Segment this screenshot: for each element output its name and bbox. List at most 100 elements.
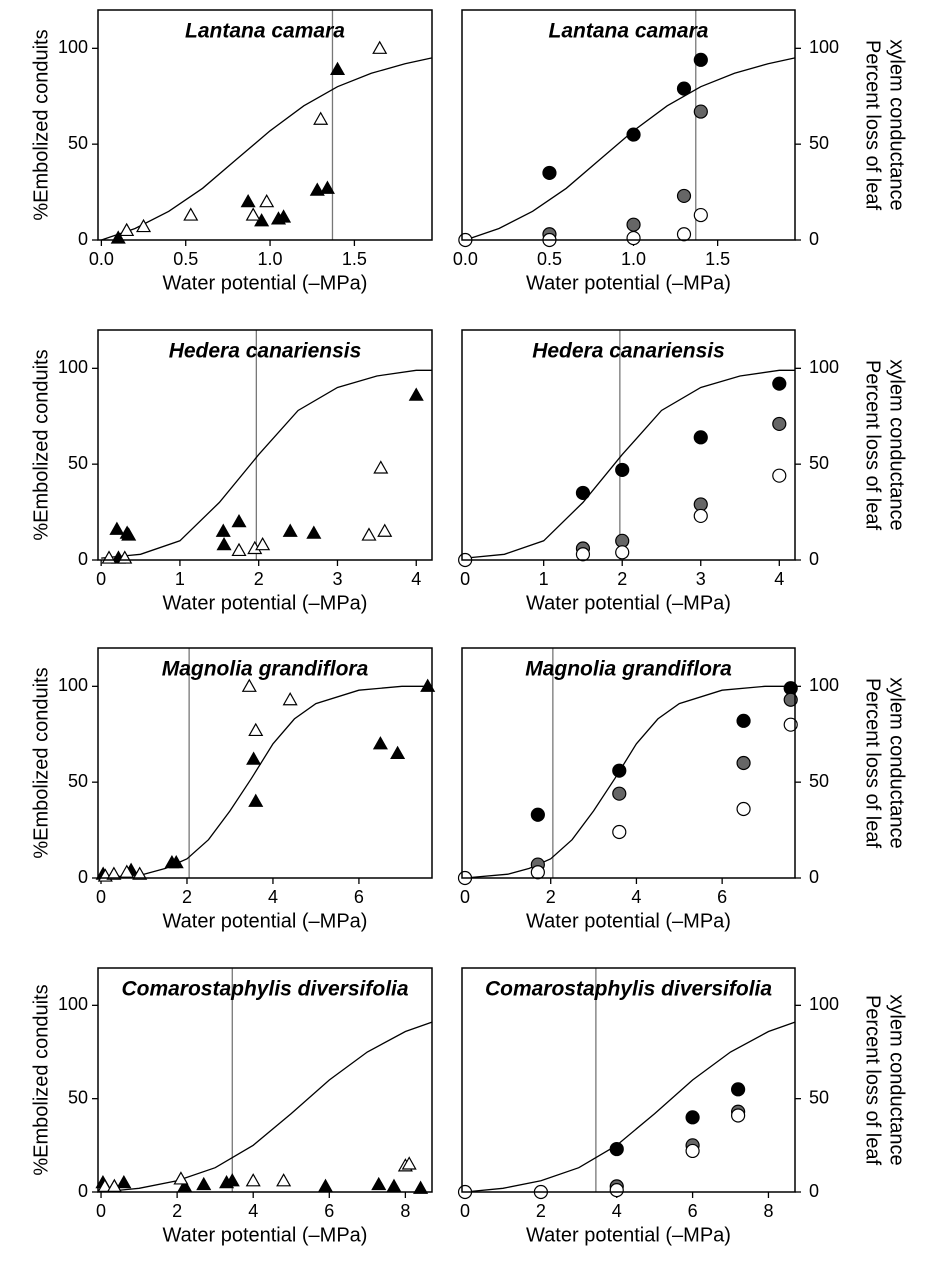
fit-curve	[464, 1021, 796, 1193]
y-tick-label: 100	[58, 994, 88, 1014]
y-tick-label: 0	[78, 229, 88, 249]
triangle-point	[231, 513, 247, 528]
x-tick-label: 3	[332, 569, 342, 589]
x-tick-label: 6	[717, 887, 727, 907]
triangle-point	[248, 793, 264, 807]
panel: 0 1 2 3 4 0 50 100 Water potential (–MPa) Percent…	[458, 329, 908, 614]
triangle-point	[371, 1176, 387, 1191]
y-tick-label: 50	[809, 133, 829, 153]
panel-title: Hedera canariensis	[532, 340, 725, 363]
x-tick-label: 8	[763, 1201, 773, 1221]
triangle-point	[317, 1178, 334, 1193]
panel: 0 1 2 3 4 0 50 100 Water potential (–MPa) %Emboli…	[30, 329, 433, 614]
fit-curve	[101, 57, 433, 241]
circle-point	[731, 1108, 746, 1123]
circle-point	[626, 217, 641, 232]
plot-frame	[461, 967, 796, 1193]
circle-point	[783, 717, 798, 732]
circle-point	[612, 763, 627, 778]
panel-title: Comarostaphylis diversifolia	[121, 978, 408, 1001]
x-tick-label: 8	[400, 1201, 410, 1221]
y-axis-label: Percent loss of leaf	[862, 40, 884, 211]
x-tick-label: 0	[460, 887, 470, 907]
fit-curve	[101, 369, 432, 559]
triangle-point	[240, 193, 256, 208]
y-axis-label: xylem conductance	[886, 994, 908, 1165]
y-axis-label: xylem conductance	[886, 677, 908, 848]
circle-point	[676, 188, 692, 204]
circle-point	[772, 468, 787, 483]
triangle-point	[377, 523, 393, 537]
circle-point	[575, 485, 591, 501]
triangle-point	[173, 1171, 189, 1185]
x-axis-label: Water potential (–MPa)	[163, 910, 368, 932]
x-tick-label: 0	[96, 1201, 106, 1221]
circle-point	[676, 227, 692, 242]
y-tick-label: 100	[809, 357, 839, 377]
y-tick-label: 50	[68, 133, 88, 153]
y-tick-label: 0	[809, 229, 819, 249]
panel-title: Comarostaphylis diversifolia	[485, 978, 772, 1001]
y-axis-label: Percent loss of leaf	[862, 360, 884, 531]
triangle-point	[373, 460, 389, 474]
y-tick-label: 100	[58, 357, 88, 377]
triangle-point	[401, 1156, 417, 1170]
panel-title: Magnolia grandiflora	[162, 658, 369, 681]
y-tick-label: 0	[809, 549, 819, 569]
y-tick-label: 50	[68, 771, 88, 791]
x-tick-label: 1	[175, 569, 185, 589]
panel-title: Magnolia grandiflora	[525, 658, 732, 681]
triangle-point	[259, 193, 275, 208]
triangle-point	[106, 866, 122, 880]
x-tick-label: 4	[774, 569, 784, 589]
y-axis-label: Percent loss of leaf	[862, 995, 884, 1166]
circle-point	[530, 865, 545, 880]
triangle-point	[246, 751, 262, 765]
x-axis-label: Water potential (–MPa)	[526, 592, 731, 614]
panel: 0 2 4 6 0 50 100 Water potential (–MPa) %Emboliz…	[30, 647, 436, 932]
circle-point	[615, 462, 630, 478]
x-tick-label: 4	[248, 1201, 258, 1221]
x-tick-label: 6	[354, 887, 364, 907]
y-tick-label: 50	[809, 771, 829, 791]
y-tick-label: 0	[809, 867, 819, 887]
triangle-point	[390, 745, 406, 760]
triangle-point	[168, 854, 184, 869]
circle-point	[783, 692, 798, 707]
circle-point	[693, 508, 708, 524]
circle-point	[731, 1082, 746, 1097]
y-tick-label: 0	[78, 1181, 88, 1201]
x-axis-label: Water potential (–MPa)	[163, 1224, 368, 1246]
y-axis-label: %Embolized conduits	[30, 349, 52, 540]
circle-point	[530, 807, 545, 822]
plot-frame	[461, 647, 796, 879]
plot-frame	[97, 647, 433, 879]
circle-point	[772, 416, 787, 432]
x-tick-label: 1	[539, 569, 549, 589]
fit-curve	[100, 685, 432, 879]
triangle-point	[372, 736, 388, 750]
x-tick-label: 0	[96, 569, 106, 589]
plot-frame	[97, 329, 433, 561]
x-tick-label: 6	[688, 1201, 698, 1221]
triangle-point	[330, 61, 346, 76]
x-tick-label: 0	[460, 1201, 470, 1221]
x-tick-label: 2	[536, 1201, 546, 1221]
circle-point	[693, 104, 708, 119]
triangle-point	[276, 209, 292, 223]
y-tick-label: 0	[809, 1181, 819, 1201]
y-tick-label: 100	[809, 675, 839, 695]
triangle-point	[224, 1173, 240, 1187]
x-tick-label: 4	[631, 887, 641, 907]
triangle-point	[231, 542, 247, 557]
x-axis-label: Water potential (–MPa)	[163, 592, 368, 614]
y-tick-label: 100	[809, 37, 839, 57]
panel-title: Lantana camara	[549, 20, 709, 43]
circle-point	[736, 713, 751, 728]
x-tick-label: 2	[182, 887, 192, 907]
triangle-point	[282, 523, 298, 537]
triangle-point	[282, 692, 298, 706]
triangle-point	[309, 182, 325, 196]
x-axis-label: Water potential (–MPa)	[526, 910, 731, 932]
circle-point	[676, 81, 692, 96]
